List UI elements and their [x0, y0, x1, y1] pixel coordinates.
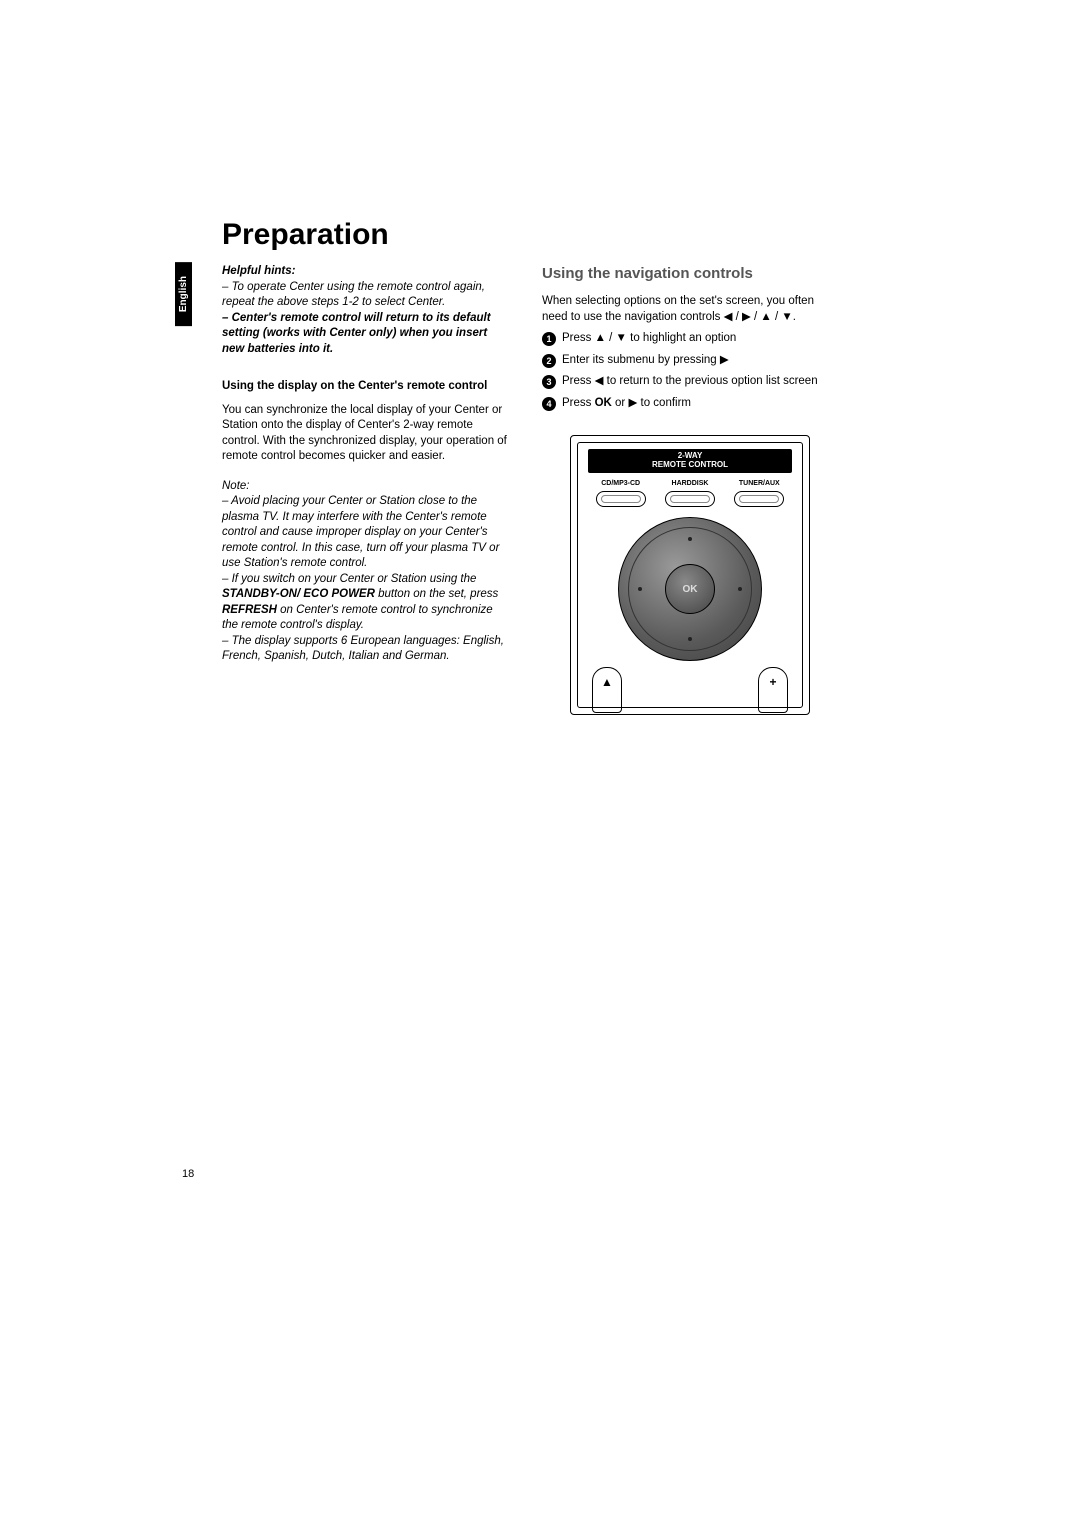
- remote-illustration: 2-WAY REMOTE CONTROL CD/MP3-CD HARDDISK …: [570, 435, 810, 715]
- remote-btn-hdd: HARDDISK: [655, 479, 724, 506]
- step-num-3: 3: [542, 375, 556, 389]
- dpad: OK: [618, 517, 762, 661]
- note-3: – The display supports 6 European langua…: [222, 634, 510, 665]
- step-3-text: Press ◀ to return to the previous option…: [562, 374, 830, 390]
- step-1-text: Press ▲ / ▼ to highlight an option: [562, 331, 830, 347]
- cd-button: [596, 491, 646, 507]
- step-num-4: 4: [542, 397, 556, 411]
- tuner-button: [734, 491, 784, 507]
- nav-heading: Using the navigation controls: [542, 264, 830, 284]
- note-1: – Avoid placing your Center or Station c…: [222, 494, 510, 572]
- page-title: Preparation: [222, 218, 389, 252]
- note-2: – If you switch on your Center or Statio…: [222, 572, 510, 634]
- step-4-text: Press OK or ▶ to confirm: [562, 396, 830, 412]
- remote-btn-cd: CD/MP3-CD: [586, 479, 655, 506]
- hint-2: – Center's remote control will return to…: [222, 311, 510, 358]
- note-2d: REFRESH: [222, 604, 277, 616]
- step-2: 2 Enter its submenu by pressing ▶: [542, 353, 830, 369]
- step-1: 1 Press ▲ / ▼ to highlight an option: [542, 331, 830, 347]
- bottom-right-button: +: [758, 667, 788, 713]
- step-2-text: Enter its submenu by pressing ▶: [562, 353, 830, 369]
- step-num-2: 2: [542, 354, 556, 368]
- harddisk-button: [665, 491, 715, 507]
- language-tab: English: [175, 262, 192, 326]
- bottom-left-button: ▲: [592, 667, 622, 713]
- remote-header: 2-WAY REMOTE CONTROL: [588, 449, 792, 473]
- right-column: Using the navigation controls When selec…: [542, 264, 830, 715]
- remote-btn-tuner: TUNER/AUX: [725, 479, 794, 506]
- nav-intro-c: .: [793, 311, 796, 323]
- sync-text: You can synchronize the local display of…: [222, 403, 510, 465]
- step-num-1: 1: [542, 332, 556, 346]
- note-2b: STANDBY-ON/ ECO POWER: [222, 588, 375, 600]
- helpful-hints-label: Helpful hints:: [222, 264, 510, 280]
- left-column: Helpful hints: – To operate Center using…: [222, 264, 510, 665]
- subheading-display: Using the display on the Center's remote…: [222, 379, 510, 395]
- nav-intro-symbols: ◀ / ▶ / ▲ / ▼: [724, 311, 793, 323]
- step-3: 3 Press ◀ to return to the previous opti…: [542, 374, 830, 390]
- manual-page: Preparation English Helpful hints: – To …: [0, 0, 1080, 1528]
- note-2a: – If you switch on your Center or Statio…: [222, 573, 476, 585]
- note-label: Note:: [222, 479, 510, 495]
- hint-1: – To operate Center using the remote con…: [222, 280, 510, 311]
- ok-button: OK: [665, 564, 715, 614]
- note-2c: button on the set, press: [375, 588, 498, 600]
- step-4: 4 Press OK or ▶ to confirm: [542, 396, 830, 412]
- page-number: 18: [182, 1168, 194, 1180]
- nav-intro: When selecting options on the set's scre…: [542, 294, 830, 325]
- remote-button-row: CD/MP3-CD HARDDISK TUNER/AUX: [586, 479, 794, 506]
